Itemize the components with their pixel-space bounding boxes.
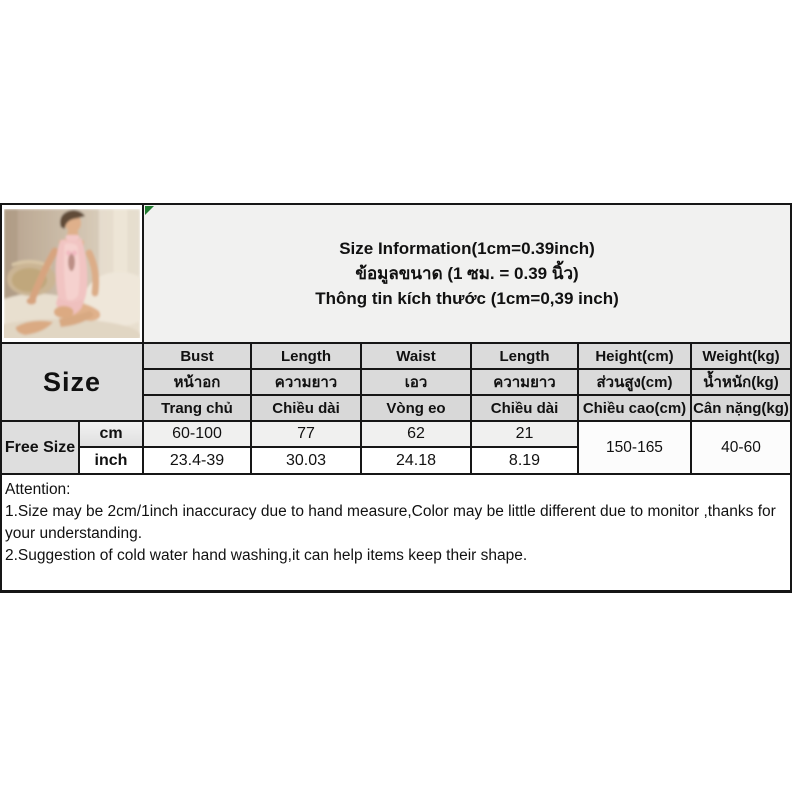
title-line-th: ข้อมูลขนาด (1 ซม. = 0.39 นิ้ว) <box>355 264 579 283</box>
size-info-title: Size Information(1cm=0.39inch) ข้อมูลขนา… <box>142 203 792 344</box>
product-photo-cell <box>0 203 144 344</box>
col-header-vi-weight: Cân nặng(kg) <box>690 394 792 422</box>
value-cm-waist: 62 <box>360 420 472 448</box>
col-header-en-height: Height(cm) <box>577 342 692 370</box>
value-height-range: 150-165 <box>577 420 692 475</box>
title-line-en: Size Information(1cm=0.39inch) <box>339 239 595 258</box>
col-header-vi-height: Chiều cao(cm) <box>577 394 692 422</box>
size-corner-label: Size <box>0 342 144 422</box>
unit-label-cm: cm <box>78 420 144 448</box>
col-header-th-weight: น้ำหนัก(kg) <box>690 368 792 396</box>
col-header-en-length1: Length <box>250 342 362 370</box>
col-header-en-length2: Length <box>470 342 579 370</box>
attention-section: Attention: 1.Size may be 2cm/1inch inacc… <box>0 473 792 593</box>
col-header-vi-length2: Chiều dài <box>470 394 579 422</box>
col-header-th-length2: ความยาว <box>470 368 579 396</box>
col-header-th-bust: หน้าอก <box>142 368 252 396</box>
row-label-free-size: Free Size <box>0 420 80 475</box>
title-line-vi: Thông tin kích thước (1cm=0,39 inch) <box>315 289 619 308</box>
col-header-en-bust: Bust <box>142 342 252 370</box>
attention-note-2: 2.Suggestion of cold water hand washing,… <box>5 547 528 564</box>
col-header-vi-bust: Trang chủ <box>142 394 252 422</box>
value-cm-length1: 77 <box>250 420 362 448</box>
attention-heading: Attention: <box>5 481 71 498</box>
col-header-vi-waist: Vòng eo <box>360 394 472 422</box>
value-weight-range: 40-60 <box>690 420 792 475</box>
green-corner-flag-icon <box>145 206 154 215</box>
unit-label-inch: inch <box>78 446 144 475</box>
col-header-en-weight: Weight(kg) <box>690 342 792 370</box>
col-header-en-waist: Waist <box>360 342 472 370</box>
col-header-th-height: ส่วนสูง(cm) <box>577 368 692 396</box>
value-inch-waist: 24.18 <box>360 446 472 475</box>
attention-note-1: 1.Size may be 2cm/1inch inaccuracy due t… <box>5 503 776 542</box>
value-inch-length1: 30.03 <box>250 446 362 475</box>
col-header-th-waist: เอว <box>360 368 472 396</box>
col-header-vi-length1: Chiều dài <box>250 394 362 422</box>
col-header-th-length1: ความยาว <box>250 368 362 396</box>
value-cm-bust: 60-100 <box>142 420 252 448</box>
value-inch-bust: 23.4-39 <box>142 446 252 475</box>
value-cm-length2: 21 <box>470 420 579 448</box>
product-photo <box>4 209 140 338</box>
size-info-table: Size Information(1cm=0.39inch) ข้อมูลขนา… <box>0 203 792 593</box>
value-inch-length2: 8.19 <box>470 446 579 475</box>
